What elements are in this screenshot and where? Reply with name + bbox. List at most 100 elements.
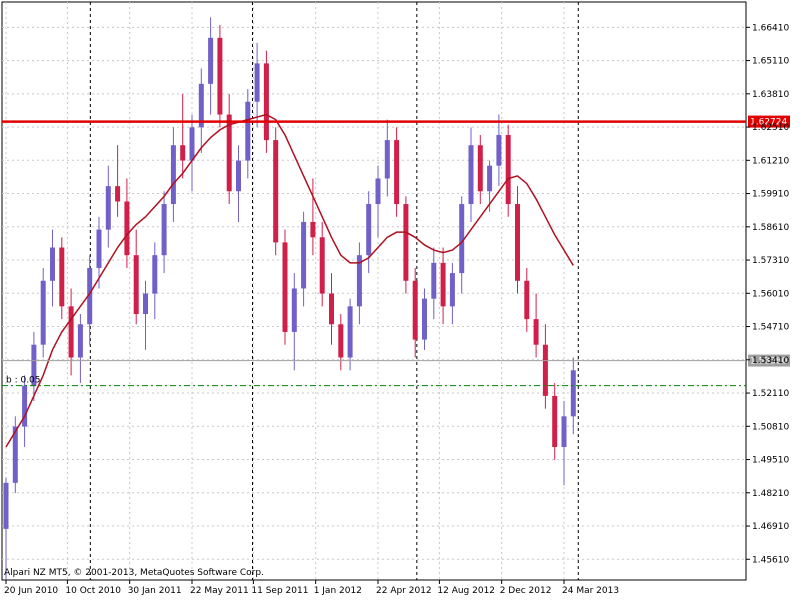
plot-frame	[1, 1, 747, 581]
candle-body[interactable]	[282, 242, 288, 332]
candle-body[interactable]	[356, 255, 362, 307]
candle-body[interactable]	[524, 280, 530, 320]
current-price-badge-label: 1.53380	[750, 357, 787, 367]
y-tick-label: 1.53410	[752, 356, 789, 366]
candle-body[interactable]	[542, 344, 548, 396]
candle-body[interactable]	[552, 395, 558, 448]
candle-body[interactable]	[375, 178, 381, 205]
candle-body[interactable]	[22, 385, 28, 427]
candle-body[interactable]	[87, 267, 93, 325]
y-tick-label: 1.46910	[752, 522, 789, 532]
candle-body[interactable]	[515, 204, 520, 281]
candle-body[interactable]	[198, 83, 204, 128]
candle-body[interactable]	[440, 262, 446, 307]
y-tick-label: 1.63810	[752, 90, 789, 100]
resistance-badge	[748, 115, 790, 128]
candle-body[interactable]	[301, 221, 307, 289]
candle-body[interactable]	[40, 280, 46, 345]
y-tick-label: 1.45610	[752, 555, 789, 565]
x-tick-label: 11 Sep 2011	[251, 586, 308, 596]
candle-body[interactable]	[459, 204, 465, 274]
y-tick-label: 1.66410	[752, 23, 789, 33]
candle-body[interactable]	[3, 482, 9, 529]
candle-body[interactable]	[403, 204, 409, 281]
candle-body[interactable]	[561, 416, 567, 448]
y-tick-label: 1.50810	[752, 422, 789, 432]
candle-body[interactable]	[338, 324, 344, 358]
x-tick-label: 22 Apr 2012	[376, 586, 432, 596]
x-tick-label: 20 Jun 2010	[4, 586, 58, 596]
resistance-badge-label: 1.62724	[750, 118, 787, 128]
candle-body[interactable]	[505, 134, 511, 205]
candle-body[interactable]	[273, 140, 279, 243]
candle-body[interactable]	[189, 127, 195, 161]
candle-body[interactable]	[468, 145, 474, 205]
candle-body[interactable]	[291, 288, 297, 332]
candle-body[interactable]	[115, 186, 121, 202]
candle-body[interactable]	[329, 293, 334, 325]
candle-body[interactable]	[449, 273, 455, 307]
price-axis[interactable]: 1.66410 1.65110 1.63810 1.62510 1.61210 1.599…	[746, 23, 789, 565]
candle-body[interactable]	[161, 204, 167, 256]
candle-body[interactable]	[217, 37, 223, 115]
candle-body[interactable]	[12, 426, 18, 483]
y-tick-label: 1.52110	[752, 389, 789, 399]
y-tick-label: 1.61210	[752, 156, 789, 166]
candle-body[interactable]	[477, 145, 483, 192]
candle-body[interactable]	[431, 262, 437, 299]
x-tick-label: 24 Mar 2013	[562, 586, 619, 596]
candle-body[interactable]	[152, 255, 158, 294]
level-line-label: b : 0.05	[6, 376, 41, 386]
candle-body[interactable]	[412, 280, 418, 340]
y-tick-label: 1.65110	[752, 57, 789, 67]
candle-body[interactable]	[96, 229, 102, 268]
candle-body[interactable]	[347, 306, 353, 358]
candle-body[interactable]	[366, 204, 372, 256]
x-tick-label: 22 May 2011	[190, 586, 249, 596]
candle-body[interactable]	[31, 344, 37, 386]
y-tick-label: 1.62510	[752, 123, 789, 133]
candle-body[interactable]	[394, 140, 400, 205]
y-tick-label: 1.48210	[752, 489, 789, 499]
broker-copyright: Alpari NZ MT5, © 2001-2013, MetaQuotes S…	[4, 568, 264, 578]
candle-body[interactable]	[59, 247, 65, 307]
candle-body[interactable]	[68, 306, 74, 358]
current-price-badge	[748, 354, 790, 367]
candle-body[interactable]	[124, 201, 130, 256]
grid-lines	[1, 1, 747, 581]
y-tick-label: 1.56010	[752, 289, 789, 299]
candle-body[interactable]	[236, 160, 241, 192]
candle-body[interactable]	[77, 324, 83, 358]
candle-body[interactable]	[254, 63, 260, 102]
candle-body[interactable]	[226, 114, 232, 192]
levels-layer[interactable]: 1.62724 1.53380 b : 0.05	[2, 115, 790, 387]
candle-body[interactable]	[50, 247, 55, 281]
y-tick-label: 1.59910	[752, 190, 789, 200]
candle-body[interactable]	[496, 134, 502, 166]
candle-body[interactable]	[319, 237, 325, 294]
y-tick-label: 1.57310	[752, 256, 789, 266]
candle-body[interactable]	[487, 165, 493, 192]
candles-layer[interactable]	[3, 17, 576, 580]
candle-body[interactable]	[143, 293, 148, 315]
candle-body[interactable]	[180, 145, 186, 161]
candle-body[interactable]	[384, 140, 390, 179]
y-tick-label: 1.49510	[752, 456, 789, 466]
time-axis[interactable]: 20 Jun 2010 10 Oct 2010 30 Jan 2011 22 May …	[4, 580, 619, 596]
candle-body[interactable]	[105, 186, 111, 230]
candle-body[interactable]	[133, 255, 139, 315]
candle-body[interactable]	[570, 370, 576, 417]
candle-body[interactable]	[533, 319, 539, 345]
candle-body[interactable]	[422, 298, 427, 340]
candle-body[interactable]	[170, 145, 176, 205]
candle-body[interactable]	[208, 37, 214, 84]
moving-average-layer	[5, 113, 574, 448]
moving-average-line	[5, 113, 574, 448]
x-tick-label: 12 Aug 2012	[437, 586, 495, 596]
x-tick-label: 30 Jan 2011	[128, 586, 182, 596]
candle-body[interactable]	[263, 63, 269, 141]
candle-body[interactable]	[310, 221, 316, 238]
candle-body[interactable]	[245, 101, 251, 161]
